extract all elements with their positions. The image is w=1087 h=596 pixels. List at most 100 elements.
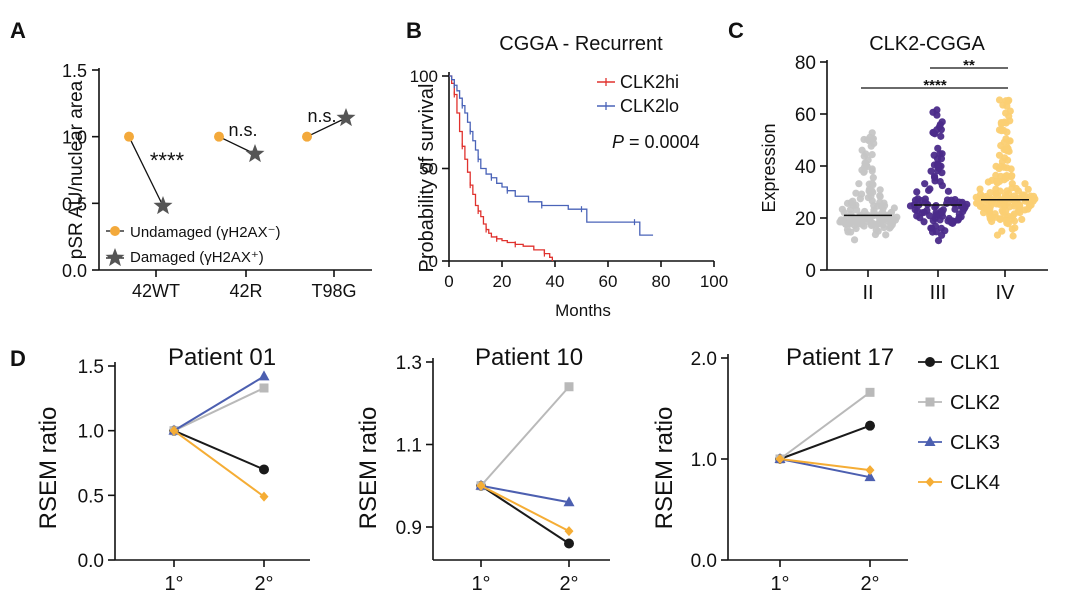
- a-damaged-point: [336, 108, 356, 127]
- c-data-point-iii: [929, 128, 937, 137]
- d1-line-clk2: [173, 387, 265, 432]
- c-data-point-iv: [1002, 207, 1010, 215]
- c-y-tick-label: 60: [795, 105, 816, 126]
- d2-point-clk4: [564, 526, 574, 537]
- c-data-point-iii: [948, 217, 956, 225]
- a-y-tick-label: 1.0: [62, 128, 87, 148]
- c-data-point-iv: [1008, 225, 1016, 233]
- c-data-point-ii: [838, 205, 846, 213]
- d1-y-tick-label: 0.0: [78, 551, 104, 572]
- c-data-point-iii: [913, 188, 921, 196]
- c-data-point-iv: [995, 126, 1004, 134]
- c-data-point-iv: [1031, 195, 1039, 203]
- a-pair-line: [306, 117, 347, 138]
- c-data-point-iii: [943, 199, 951, 207]
- b-x-tick-label: 60: [599, 272, 618, 291]
- a-undamaged-point: [214, 131, 224, 142]
- c-data-point-ii: [860, 167, 868, 176]
- d1-x-tick-label: 1°: [164, 573, 183, 595]
- c-data-point-ii: [879, 221, 887, 229]
- panel-label-d: D: [10, 346, 26, 371]
- c-data-point-ii: [876, 193, 884, 201]
- c-data-point-iv: [986, 188, 994, 197]
- c-data-point-iv: [1016, 202, 1024, 210]
- a-legend-label-damaged: Damaged (γH2AX⁺): [130, 249, 264, 266]
- a-y-tick-label: 1.5: [62, 61, 87, 81]
- d3-title: Patient 17: [786, 344, 894, 371]
- a-x-tick-label: 42R: [229, 281, 262, 301]
- d1-point-clk4: [259, 491, 269, 502]
- panel-label-b: B: [406, 18, 422, 43]
- c-data-point-ii: [865, 187, 873, 195]
- c-data-point-iii: [937, 132, 945, 140]
- d-legend-label-clk3: CLK3: [950, 432, 1000, 454]
- c-data-point-ii: [889, 218, 897, 226]
- d1-point-clk2: [259, 383, 269, 393]
- a-damaged-point: [153, 196, 173, 215]
- c-data-point-iv: [1003, 102, 1011, 110]
- d-legend-label-clk1: CLK1: [950, 352, 1000, 374]
- a-significance-label: ****: [150, 148, 185, 173]
- c-y-tick-label: 0: [805, 261, 816, 282]
- b-x-tick-label: 20: [493, 272, 512, 291]
- c-data-point-iv: [995, 200, 1004, 208]
- c-data-point-iv: [1005, 190, 1013, 198]
- c-data-point-iv: [1008, 180, 1016, 188]
- b-legend-label-clk2hi: CLK2hi: [620, 72, 679, 92]
- c-data-point-ii: [843, 225, 852, 234]
- c-data-point-iv: [1001, 172, 1010, 180]
- b-y-tick-label: 0: [429, 252, 438, 271]
- c-data-point-iii: [934, 144, 942, 152]
- c-data-point-iv: [995, 96, 1004, 104]
- d3-point-clk4: [775, 454, 785, 464]
- d1-y-tick-label: 1.0: [78, 422, 104, 443]
- b-x-tick-label: 0: [444, 272, 453, 291]
- d2-line-clk1: [480, 484, 570, 545]
- c-data-point-iii: [954, 215, 963, 223]
- d-legend-marker-clk4: [925, 477, 935, 487]
- c-data-point-ii: [880, 199, 888, 207]
- c-y-tick-label: 20: [795, 209, 816, 230]
- c-data-point-iv: [992, 177, 1001, 186]
- c-data-point-iv: [998, 227, 1006, 235]
- c-data-point-iv: [1002, 97, 1010, 105]
- c-data-point-iii: [927, 167, 935, 175]
- c-data-point-iii: [937, 224, 945, 232]
- c-data-point-iii: [931, 174, 939, 182]
- c-data-point-iii: [936, 177, 944, 186]
- d2-title: Patient 10: [475, 344, 583, 371]
- c-data-point-iii: [916, 214, 924, 222]
- b-y-tick-label: 50: [419, 160, 438, 179]
- b-title: CGGA - Recurrent: [499, 33, 663, 55]
- d3-line-clk1: [779, 424, 871, 460]
- c-y-axis-label: Expression: [759, 123, 779, 212]
- d3-point-clk4: [865, 465, 875, 476]
- a-undamaged-point: [302, 131, 312, 142]
- b-series-clk2hi: [449, 75, 553, 261]
- a-legend-label-undamaged: Undamaged (γH2AX⁻): [130, 224, 280, 241]
- c-data-point-ii: [845, 219, 853, 227]
- a-x-tick-label: 42WT: [132, 281, 180, 301]
- c-data-point-iii: [921, 195, 929, 203]
- c-data-point-iv: [1024, 185, 1032, 193]
- a-significance-label: n.s.: [228, 120, 257, 140]
- c-data-point-iii: [933, 155, 942, 163]
- c-data-point-iv: [988, 213, 997, 221]
- c-x-tick-label: IV: [996, 282, 1016, 304]
- c-data-point-ii: [836, 218, 844, 226]
- d2-line-clk3: [480, 484, 570, 504]
- a-x-tick-label: T98G: [311, 281, 356, 301]
- d2-x-tick-label: 1°: [471, 573, 490, 595]
- c-data-point-iii: [938, 231, 946, 239]
- c-data-point-iv: [992, 171, 1000, 179]
- c-data-point-iv: [976, 185, 984, 193]
- d2-x-tick-label: 2°: [559, 573, 578, 595]
- d1-y-tick-label: 1.5: [78, 357, 104, 378]
- c-data-point-ii: [852, 189, 860, 197]
- c-data-point-ii: [882, 231, 890, 239]
- c-data-point-iv: [996, 215, 1004, 224]
- c-data-point-iii: [934, 237, 943, 245]
- c-data-point-iv: [1025, 202, 1033, 210]
- c-data-point-ii: [855, 180, 863, 188]
